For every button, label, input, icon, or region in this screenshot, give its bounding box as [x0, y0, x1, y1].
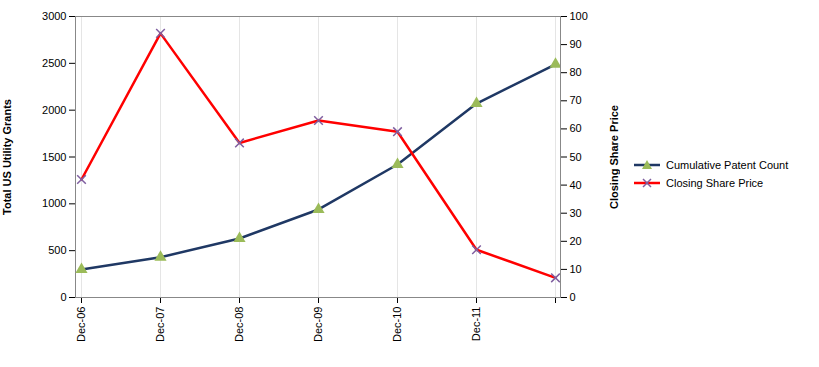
svg-text:Total US Utility Grants: Total US Utility Grants	[1, 99, 13, 215]
svg-text:3000: 3000	[42, 10, 66, 22]
svg-text:2000: 2000	[42, 104, 66, 116]
svg-text:50: 50	[570, 151, 582, 163]
svg-text:20: 20	[570, 235, 582, 247]
svg-text:Dec-08: Dec-08	[233, 307, 245, 342]
svg-text:Closing Share Price: Closing Share Price	[608, 105, 620, 209]
html-text:Closing Share Price: Closing Share Price	[666, 177, 764, 189]
svg-text:1500: 1500	[42, 151, 66, 163]
svg-text:0: 0	[570, 291, 576, 303]
svg-text:30: 30	[570, 207, 582, 219]
svg-text:Dec-09: Dec-09	[312, 307, 324, 342]
svg-text:0: 0	[60, 291, 66, 303]
svg-text:2500: 2500	[42, 57, 66, 69]
svg-text:100: 100	[570, 10, 588, 22]
svg-text:500: 500	[48, 244, 66, 256]
svg-text:90: 90	[570, 38, 582, 50]
svg-text:40: 40	[570, 179, 582, 191]
svg-text:Dec-06: Dec-06	[75, 307, 87, 342]
svg-text:60: 60	[570, 122, 582, 134]
svg-text:1000: 1000	[42, 197, 66, 209]
svg-text:Dec-07: Dec-07	[154, 307, 166, 342]
html-text:Cumulative Patent Count: Cumulative Patent Count	[666, 159, 789, 171]
svg-text:Dec-10: Dec-10	[391, 307, 403, 342]
svg-text:70: 70	[570, 94, 582, 106]
svg-text:Dec-11: Dec-11	[470, 307, 482, 342]
svg-text:80: 80	[570, 66, 582, 78]
svg-text:10: 10	[570, 263, 582, 275]
